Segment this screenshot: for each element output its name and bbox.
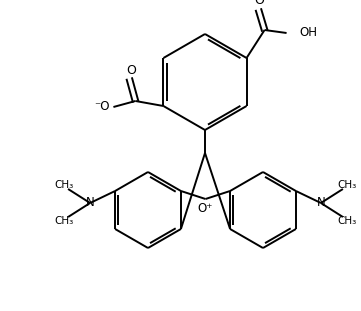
- Text: N: N: [86, 197, 95, 210]
- Text: OH: OH: [300, 26, 318, 39]
- Text: O⁺: O⁺: [198, 202, 213, 216]
- Text: CH₃: CH₃: [337, 180, 357, 190]
- Text: O: O: [255, 0, 265, 7]
- Text: ⁻O: ⁻O: [95, 100, 110, 114]
- Text: CH₃: CH₃: [337, 216, 357, 226]
- Text: CH₃: CH₃: [55, 180, 74, 190]
- Text: N: N: [317, 197, 325, 210]
- Text: O: O: [126, 63, 136, 77]
- Text: CH₃: CH₃: [55, 216, 74, 226]
